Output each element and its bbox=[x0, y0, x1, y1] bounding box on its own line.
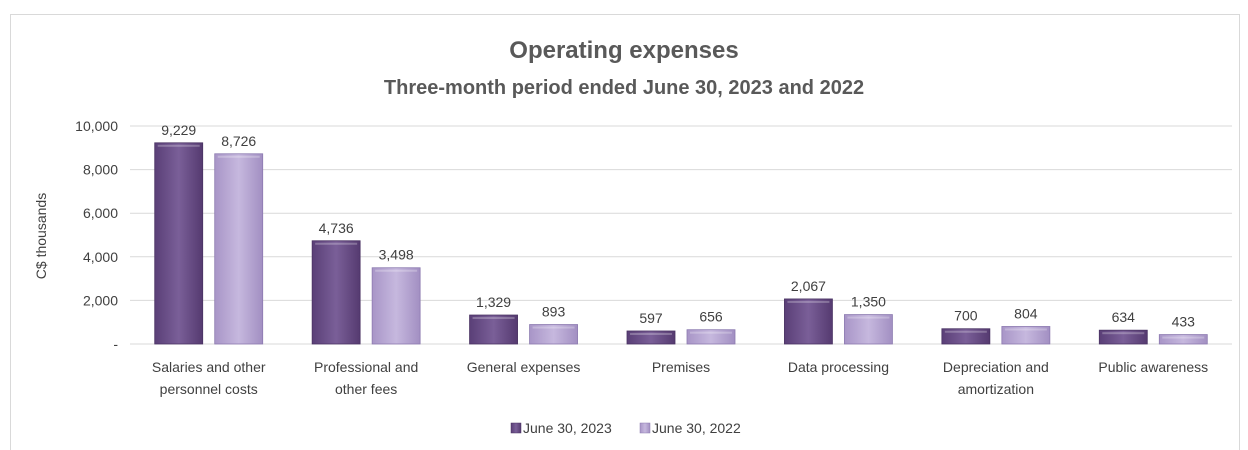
x-tick-label: Salaries and other bbox=[152, 359, 266, 375]
bar-highlight bbox=[1004, 328, 1047, 331]
data-label: 893 bbox=[542, 304, 566, 320]
x-tick-label: amortization bbox=[958, 381, 1034, 397]
bar-highlight bbox=[1102, 332, 1145, 335]
bar-2023-1 bbox=[311, 240, 361, 345]
data-label: 597 bbox=[639, 310, 663, 326]
x-tick-label: other fees bbox=[335, 381, 397, 397]
bar-2023-0 bbox=[154, 142, 204, 345]
bar-2022-2 bbox=[529, 324, 578, 345]
bar-highlight bbox=[690, 331, 732, 334]
x-tick-label: Data processing bbox=[788, 359, 889, 375]
bar-2022-0 bbox=[214, 153, 264, 345]
data-label: 3,498 bbox=[379, 247, 414, 263]
legend-label-2022: June 30, 2022 bbox=[652, 420, 741, 436]
data-label: 433 bbox=[1172, 314, 1196, 330]
y-axis-label: C$ thousands bbox=[33, 193, 49, 279]
bar-highlight bbox=[787, 300, 830, 303]
y-tick-label: 2,000 bbox=[83, 292, 118, 308]
x-axis-labels: Salaries and other personnel costs Profess… bbox=[152, 359, 1208, 397]
bar-2022-5 bbox=[1001, 326, 1051, 345]
legend-swatch-2022 bbox=[639, 422, 651, 434]
bar-2023-4 bbox=[784, 298, 833, 345]
bar-2023-3 bbox=[626, 330, 676, 345]
x-tick-label: Professional and bbox=[314, 359, 418, 375]
x-tick-label: personnel costs bbox=[160, 381, 258, 397]
x-tick-label: Public awareness bbox=[1098, 359, 1208, 375]
y-tick-label: 4,000 bbox=[83, 249, 118, 265]
bar-2022-4 bbox=[844, 314, 893, 345]
gridlines bbox=[130, 125, 1232, 345]
chart-title: Operating expenses bbox=[509, 37, 738, 64]
y-tick-label: 6,000 bbox=[83, 205, 118, 221]
bar-2023-6 bbox=[1098, 329, 1148, 345]
y-tick-label: 10,000 bbox=[75, 118, 118, 134]
bar-2023-5 bbox=[941, 328, 991, 345]
data-label: 1,350 bbox=[851, 294, 886, 310]
data-label: 1,329 bbox=[476, 294, 511, 310]
data-label: 700 bbox=[954, 308, 978, 324]
bar-2023-2 bbox=[469, 314, 518, 345]
bar-2022-6 bbox=[1158, 334, 1208, 345]
data-label: 634 bbox=[1112, 309, 1136, 325]
bar-highlight bbox=[217, 155, 260, 158]
bar-highlight bbox=[375, 269, 418, 272]
x-tick-label: Depreciation and bbox=[943, 359, 1049, 375]
bar-highlight bbox=[630, 332, 672, 335]
data-label: 4,736 bbox=[319, 220, 354, 236]
bar-highlight bbox=[1162, 336, 1205, 339]
bar-highlight bbox=[532, 326, 575, 329]
bars: 9,229 8,726 4,736 3,498 1,329 893 597 656 2,067 1… bbox=[154, 122, 1208, 345]
legend: June 30, 2023 June 30, 2022 bbox=[510, 420, 741, 436]
data-label: 9,229 bbox=[161, 122, 196, 138]
chart-subtitle: Three-month period ended June 30, 2023 a… bbox=[384, 77, 864, 99]
bar-highlight bbox=[472, 317, 515, 320]
data-label: 8,726 bbox=[221, 133, 256, 149]
bar-highlight bbox=[315, 242, 358, 245]
x-tick-label: Premises bbox=[652, 359, 710, 375]
bar-2022-1 bbox=[371, 267, 421, 345]
data-label: 2,067 bbox=[791, 278, 826, 294]
legend-label-2023: June 30, 2023 bbox=[523, 420, 612, 436]
bar-2022-3 bbox=[686, 329, 736, 345]
data-label: 656 bbox=[699, 309, 723, 325]
x-tick-label: General expenses bbox=[467, 359, 581, 375]
bar-highlight bbox=[847, 316, 890, 319]
y-tick-label: - bbox=[113, 336, 118, 352]
y-axis-ticks: - 2,000 4,000 6,000 8,000 10,000 bbox=[75, 118, 118, 352]
legend-swatch-2023 bbox=[510, 422, 522, 434]
bar-highlight bbox=[944, 330, 987, 333]
data-label: 804 bbox=[1014, 305, 1038, 321]
y-tick-label: 8,000 bbox=[83, 162, 118, 178]
bar-highlight bbox=[157, 144, 200, 147]
